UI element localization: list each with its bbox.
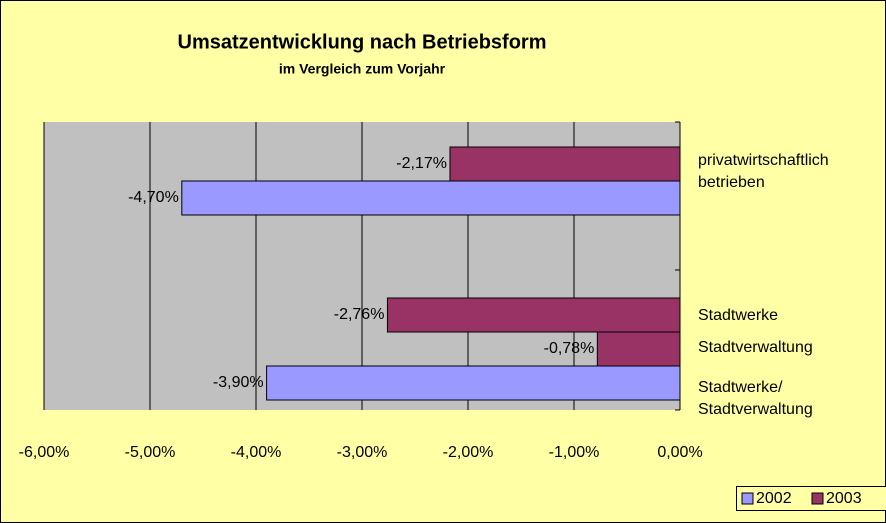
legend-swatch xyxy=(741,492,754,505)
legend-label: 2003 xyxy=(826,490,862,507)
bar xyxy=(181,180,681,216)
value-label: -2,17% xyxy=(396,155,447,172)
chart-title: Umsatzentwicklung nach Betriebsform xyxy=(178,31,547,53)
category-label: Stadtwerke/ Stadtverwaltung xyxy=(698,379,813,418)
x-tick-label: -6,00% xyxy=(19,444,70,461)
legend-swatch xyxy=(811,492,824,505)
x-tick-label: -2,00% xyxy=(443,444,494,461)
x-tick-label: -1,00% xyxy=(549,444,600,461)
x-tick-label: -5,00% xyxy=(125,444,176,461)
value-label: -3,90% xyxy=(213,374,264,391)
legend-label: 2002 xyxy=(756,490,792,507)
category-label: privatwirtschaftlich betrieben xyxy=(698,152,829,191)
value-label: -2,76% xyxy=(334,306,385,323)
x-tick-label: 0,00% xyxy=(657,444,702,461)
bar xyxy=(449,146,681,182)
x-tick-label: -3,00% xyxy=(337,444,388,461)
value-label: -4,70% xyxy=(128,189,179,206)
chart-subtitle: im Vergleich zum Vorjahr xyxy=(279,61,446,77)
legend-box xyxy=(736,486,886,511)
value-label: -0,78% xyxy=(544,340,595,357)
bar xyxy=(596,331,681,367)
category-label: Stadtverwaltung xyxy=(698,339,813,356)
x-tick-label: -4,00% xyxy=(231,444,282,461)
category-label: Stadtwerke xyxy=(698,307,779,324)
bar xyxy=(386,297,681,333)
bar xyxy=(266,365,681,401)
